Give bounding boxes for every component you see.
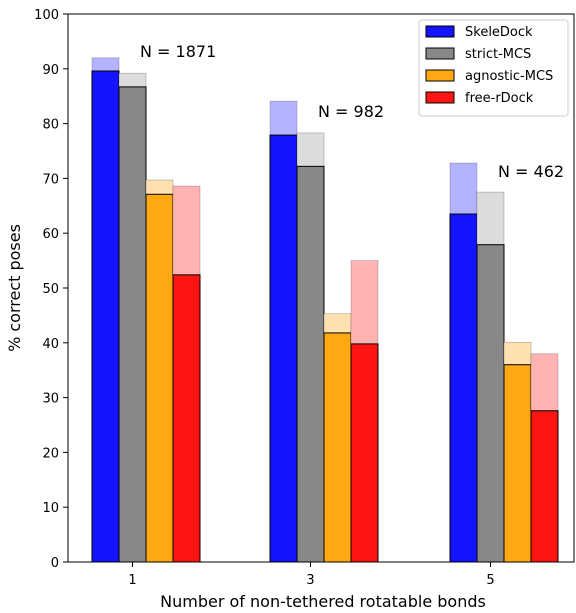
legend-swatch [425, 47, 455, 60]
x-tick-label: 3 [306, 573, 314, 588]
bars-layer [91, 57, 559, 563]
x-axis-label: Number of non-tethered rotatable bonds [160, 592, 486, 609]
y-tick-label: 30 [42, 392, 59, 407]
y-tick-label: 100 [34, 8, 59, 23]
legend-label: SkeleDock [465, 25, 533, 40]
bar-SkeleDock-3 [269, 134, 298, 563]
bar-upper-agnostic-MCS-1 [145, 179, 174, 195]
bar-strict-MCS-3 [296, 165, 325, 563]
bar-SkeleDock-1 [91, 70, 120, 563]
y-tick-label: 20 [42, 446, 59, 461]
bar-free-rDock-3 [350, 343, 379, 563]
bar-free-rDock-5 [530, 410, 559, 563]
x-axis: 1 3 5 [128, 562, 495, 588]
x-tick-label: 1 [128, 573, 136, 588]
y-tick-label: 0 [51, 556, 59, 571]
bar-strict-MCS-1 [118, 86, 147, 563]
bar-upper-free-rDock-5 [530, 353, 559, 412]
bar-agnostic-MCS-3 [323, 332, 352, 563]
legend-label: strict-MCS [465, 47, 531, 62]
bar-upper-agnostic-MCS-3 [323, 313, 352, 334]
y-tick-label: 60 [42, 227, 59, 242]
y-tick-label: 40 [42, 337, 59, 352]
bar-upper-SkeleDock-1 [91, 57, 120, 72]
legend-label: free-rDock [465, 91, 534, 106]
y-tick-label: 10 [42, 501, 59, 516]
legend-swatch [425, 91, 455, 104]
bar-agnostic-MCS-5 [503, 364, 532, 563]
x-tick-label: 5 [486, 573, 494, 588]
legend: SkeleDock strict-MCS agnostic-MCS free-rDoc… [418, 19, 569, 117]
legend-label: agnostic-MCS [465, 69, 553, 84]
annotations-layer: N = 1871 N = 982 N = 462 [140, 42, 564, 181]
legend-box [418, 19, 569, 117]
bar-upper-strict-MCS-1 [118, 72, 147, 88]
bar-upper-free-rDock-3 [350, 260, 379, 345]
bar-SkeleDock-5 [449, 213, 478, 563]
bar-upper-SkeleDock-3 [269, 100, 298, 136]
bar-upper-strict-MCS-3 [296, 132, 325, 167]
bar-agnostic-MCS-1 [145, 193, 174, 563]
sample-size-annotation: N = 1871 [140, 42, 216, 61]
y-tick-label: 90 [42, 63, 59, 78]
legend-swatch [425, 69, 455, 82]
y-tick-label: 70 [42, 172, 59, 187]
bar-strict-MCS-5 [476, 244, 505, 563]
y-tick-label: 80 [42, 118, 59, 133]
bar-upper-free-rDock-1 [172, 185, 201, 276]
sample-size-annotation: N = 982 [318, 102, 384, 121]
bar-free-rDock-1 [172, 274, 201, 563]
y-axis-label: % correct poses [5, 224, 24, 352]
bar-upper-SkeleDock-5 [449, 162, 478, 215]
bar-upper-strict-MCS-5 [476, 191, 505, 246]
bar-upper-agnostic-MCS-5 [503, 341, 532, 366]
y-axis: 0 10 20 30 40 50 60 70 80 90 100 [34, 8, 68, 571]
legend-swatch [425, 25, 455, 38]
sample-size-annotation: N = 462 [498, 162, 564, 181]
y-tick-label: 50 [42, 282, 59, 297]
